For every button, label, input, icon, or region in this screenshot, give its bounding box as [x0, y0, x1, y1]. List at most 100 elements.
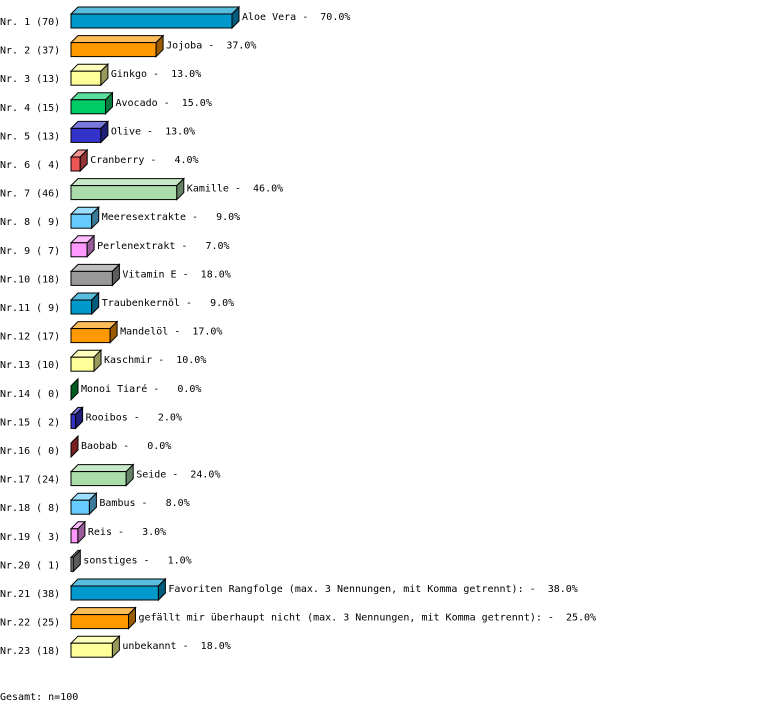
percent-label: 25.0%: [566, 613, 596, 624]
percent-label: 7.0%: [199, 241, 229, 252]
bar-side: [75, 406, 84, 430]
bar-side: [100, 62, 109, 87]
bar: [70, 13, 233, 29]
row-label: Nr.11 ( 9): [0, 303, 60, 314]
bar: [70, 471, 127, 487]
percent-label: 9.0%: [204, 298, 234, 309]
bar-side: [157, 577, 166, 602]
value-label: gefällt mir überhaupt nicht (max. 3 Nenn…: [139, 613, 597, 624]
percent-label: 2.0%: [152, 412, 182, 423]
percent-label: 1.0%: [162, 555, 192, 566]
bar-top: [69, 464, 135, 473]
percent-label: 24.0%: [190, 470, 220, 481]
bar: [70, 156, 81, 172]
category-name: Traubenkernöl -: [102, 298, 204, 309]
bar-top: [69, 178, 186, 187]
bar: [70, 213, 93, 229]
row-label: Nr.21 (38): [0, 589, 60, 600]
bar: [70, 642, 113, 658]
bar-top: [69, 578, 167, 587]
percent-label: 18.0%: [201, 641, 231, 652]
category-name: Kaschmir -: [104, 355, 176, 366]
bar-side: [70, 377, 79, 402]
category-name: Favoriten Rangfolge (max. 3 Nennungen, m…: [168, 584, 547, 595]
percent-label: 13.0%: [171, 69, 201, 80]
value-label: Monoi Tiaré - 0.0%: [81, 383, 201, 395]
category-name: Ginkgo -: [111, 69, 171, 80]
total-count: Gesamt: n=100: [0, 692, 79, 703]
percent-label: 70.0%: [320, 12, 350, 23]
row-label: Nr. 7 (46): [0, 189, 60, 200]
bar: [70, 99, 106, 115]
percent-label: 0.0%: [171, 384, 201, 395]
bar: [70, 185, 178, 201]
row-label: Nr. 9 ( 7): [0, 246, 60, 257]
value-label: unbekannt - 18.0%: [122, 641, 230, 652]
value-label: Favoriten Rangfolge (max. 3 Nennungen, m…: [168, 584, 577, 595]
bar-side: [77, 520, 86, 545]
category-name: Cranberry -: [90, 155, 168, 166]
value-label: Reis - 3.0%: [88, 527, 166, 538]
value-label: Ginkgo - 13.0%: [111, 69, 201, 80]
bar: [70, 356, 95, 372]
category-name: sonstiges -: [83, 555, 161, 566]
category-name: Olive -: [111, 126, 165, 137]
bar-top: [69, 6, 241, 15]
row-label: Nr.13 (10): [0, 360, 60, 371]
bar: [70, 614, 129, 630]
row-label: Nr. 4 (15): [0, 103, 60, 114]
category-name: Avocado -: [116, 98, 182, 109]
percent-label: 0.0%: [141, 441, 171, 452]
category-name: Rooibos -: [86, 412, 152, 423]
row-label: Nr. 8 ( 9): [0, 217, 60, 228]
percent-label: 13.0%: [165, 126, 195, 137]
row-label: Nr. 6 ( 4): [0, 160, 60, 171]
bar-side: [155, 34, 164, 58]
row-label: Nr. 2 (37): [0, 46, 60, 57]
row-label: Nr.10 (18): [0, 274, 60, 285]
percent-label: 9.0%: [210, 212, 240, 223]
row-label: Nr.19 ( 3): [0, 532, 60, 543]
percent-label: 15.0%: [182, 98, 212, 109]
category-name: Kamille -: [187, 184, 253, 195]
category-name: Reis -: [88, 527, 136, 538]
bar-side: [128, 606, 136, 630]
value-label: Cranberry - 4.0%: [90, 155, 198, 166]
value-label: sonstiges - 1.0%: [83, 555, 191, 566]
bar: [70, 127, 102, 143]
bar-side: [100, 120, 109, 144]
bar-side: [111, 263, 120, 287]
bar-top: [69, 321, 119, 330]
row-label: Nr.18 ( 8): [0, 503, 60, 514]
row-label: Nr. 1 (70): [0, 17, 60, 28]
category-name: Bambus -: [99, 498, 159, 509]
bar-side: [79, 148, 88, 173]
bar: [70, 585, 159, 601]
percent-label: 46.0%: [253, 184, 283, 195]
bar: [70, 413, 77, 429]
percent-label: 8.0%: [160, 498, 190, 509]
bar-side: [105, 91, 113, 116]
bar: [70, 42, 157, 58]
bar: [70, 299, 93, 315]
row-label: Nr.20 ( 1): [0, 560, 60, 571]
category-name: Monoi Tiaré -: [81, 383, 171, 395]
row-label: Nr.12 (17): [0, 332, 60, 343]
percent-label: 17.0%: [192, 327, 222, 338]
bar-side: [91, 291, 100, 316]
category-name: Vitamin E -: [122, 269, 200, 280]
bar-side: [176, 177, 185, 201]
bar: [70, 528, 79, 544]
bar: [70, 242, 88, 258]
value-label: Avocado - 15.0%: [116, 98, 212, 109]
row-label: Nr. 3 (13): [0, 74, 60, 85]
percent-label: 37.0%: [226, 41, 256, 52]
percent-label: 3.0%: [136, 527, 166, 538]
bar-top: [69, 635, 121, 644]
value-label: Vitamin E - 18.0%: [122, 269, 230, 280]
category-name: Seide -: [136, 470, 190, 481]
bar: [70, 499, 90, 515]
row-label: Nr.14 ( 0): [0, 389, 60, 400]
row-label: Nr. 5 (13): [0, 131, 60, 142]
category-name: unbekannt -: [122, 641, 200, 652]
